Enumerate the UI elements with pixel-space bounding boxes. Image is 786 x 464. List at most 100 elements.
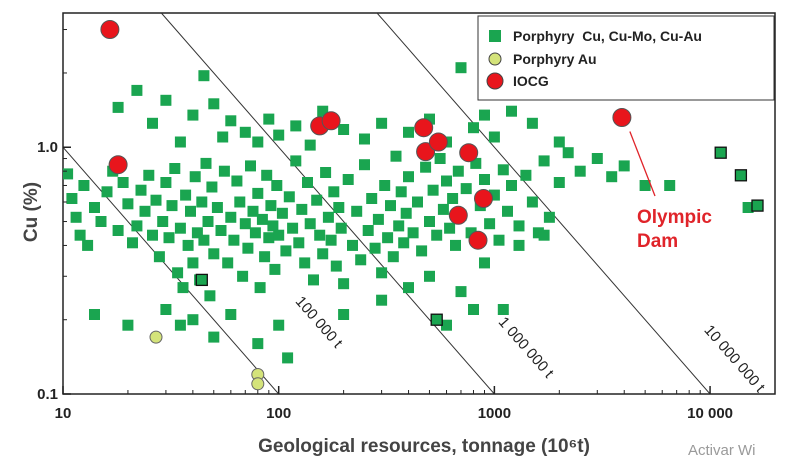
porphyry-cu-point [160, 94, 172, 106]
porphyry-cu-point [543, 211, 555, 223]
porphyry-cu-point [424, 216, 435, 227]
porphyry-cu-point [182, 239, 194, 251]
porphyry-cu-point [78, 180, 90, 191]
porphyry-cu-point [122, 198, 134, 210]
porphyry-cu-point [407, 227, 419, 239]
porphyry-cu-point [139, 205, 151, 217]
porphyry-cu-point [252, 136, 264, 148]
annotation-layer: Olympic Dam [629, 131, 712, 252]
porphyry-cu-point [185, 205, 196, 217]
porphyry-cu-point [351, 205, 363, 217]
porphyry-cu-point [187, 257, 199, 269]
legend-marker-porphyry-au [488, 52, 502, 66]
porphyry-cu-point [497, 164, 509, 176]
porphyry-cu-point [122, 319, 134, 331]
porphyry-cu-point [420, 161, 432, 173]
porphyry-cu-point [191, 227, 203, 239]
porphyry-cu-point [147, 229, 158, 241]
porphyry-cu-point [385, 200, 396, 212]
porphyry-cu-point [403, 282, 414, 294]
porphyry-cu-point [434, 153, 446, 164]
porphyry-au-point [251, 377, 265, 391]
porphyry-cu-point [82, 239, 94, 251]
porphyry-cu-point [342, 174, 354, 185]
porphyry-cu-point [157, 216, 169, 227]
iocg-point [414, 118, 434, 138]
outlined-deposit-point [714, 146, 727, 159]
legend-label-iocg: IOCG [513, 73, 549, 89]
porphyry-cu-point [245, 160, 256, 172]
porphyry-cu-point [393, 220, 405, 232]
porphyry-cu-point [273, 319, 285, 331]
porphyry-cu-point [187, 109, 199, 121]
porphyry-cu-point [200, 157, 212, 169]
porphyry-cu-point [320, 167, 332, 178]
porphyry-cu-point [444, 222, 456, 234]
isolines-layer [63, 13, 711, 394]
porphyry-cu-point [403, 171, 414, 183]
porphyry-cu-point [455, 286, 467, 298]
porphyry-cu-point [506, 180, 517, 191]
porphyry-cu-point [403, 126, 414, 138]
iocg-point [474, 189, 493, 208]
legend-label-porphyry-au: Porphyry Au [513, 51, 597, 67]
x-tick-label: 100 [266, 405, 291, 422]
porphyry-cu-point [520, 169, 532, 181]
porphyry-cu-point [412, 196, 423, 208]
porphyry-cu-point [172, 267, 184, 279]
iocg-point [108, 155, 128, 175]
x-tick-label: 10 000 [687, 405, 733, 422]
porphyry-cu-point [639, 180, 651, 191]
porphyry-cu-point [468, 122, 479, 134]
porphyry-cu-point [562, 147, 574, 159]
porphyry-cu-point [150, 194, 162, 206]
porphyry-cu-point [153, 251, 165, 263]
porphyry-cu-point [372, 213, 384, 225]
porphyry-cu-point [664, 180, 676, 191]
porphyry-cu-point [441, 319, 452, 331]
porphyry-cu-point [163, 232, 175, 244]
porphyry-cu-point [369, 242, 381, 254]
isoline [376, 13, 711, 394]
porphyry-cu-point [265, 200, 277, 212]
x-tick-label: 10 [55, 405, 72, 422]
porphyry-cu-point [390, 150, 402, 162]
x-tick-label: 1000 [478, 405, 511, 422]
porphyry-cu-point [513, 220, 525, 232]
porphyry-cu-point [196, 196, 208, 208]
porphyry-cu-point [424, 270, 435, 282]
porphyry-cu-point [468, 304, 479, 315]
porphyry-cu-point [231, 175, 243, 187]
porphyry-cu-point [249, 227, 261, 239]
outlined-deposit-point [430, 313, 443, 326]
porphyry-cu-point [338, 124, 350, 135]
legend-label-porphyry-cu: Porphyry Cu, Cu-Mo, Cu-Au [513, 28, 702, 44]
porphyry-cu-point [395, 186, 407, 198]
porphyry-cu-point [366, 193, 378, 204]
porphyry-cu-point [441, 175, 452, 187]
porphyry-cu-point [208, 331, 220, 343]
porphyry-cu-point [276, 207, 288, 219]
porphyry-cu-point [117, 177, 129, 188]
iocg-point [428, 132, 448, 152]
porphyry-cu-point [302, 177, 313, 188]
porphyry-cu-point [317, 105, 329, 117]
porphyry-cu-point [387, 251, 399, 263]
porphyry-cu-point [242, 242, 254, 254]
porphyry-cu-point [532, 227, 544, 239]
porphyry-cu-point [187, 314, 199, 326]
porphyry-cu-point [314, 229, 326, 241]
porphyry-cu-point [338, 278, 350, 290]
porphyry-cu-point [553, 177, 565, 188]
porphyry-cu-point [204, 290, 216, 302]
porphyry-cu-point [228, 234, 240, 246]
porphyry-cu-point [112, 101, 124, 113]
y-tick-label: 0.1 [37, 386, 58, 403]
porphyry-cu-point [359, 159, 370, 171]
porphyry-cu-point [198, 234, 210, 246]
porphyry-cu-point [427, 184, 439, 196]
porphyry-cu-point [280, 245, 292, 257]
porphyry-cu-point [479, 174, 490, 185]
porphyry-cu-point [174, 319, 186, 331]
